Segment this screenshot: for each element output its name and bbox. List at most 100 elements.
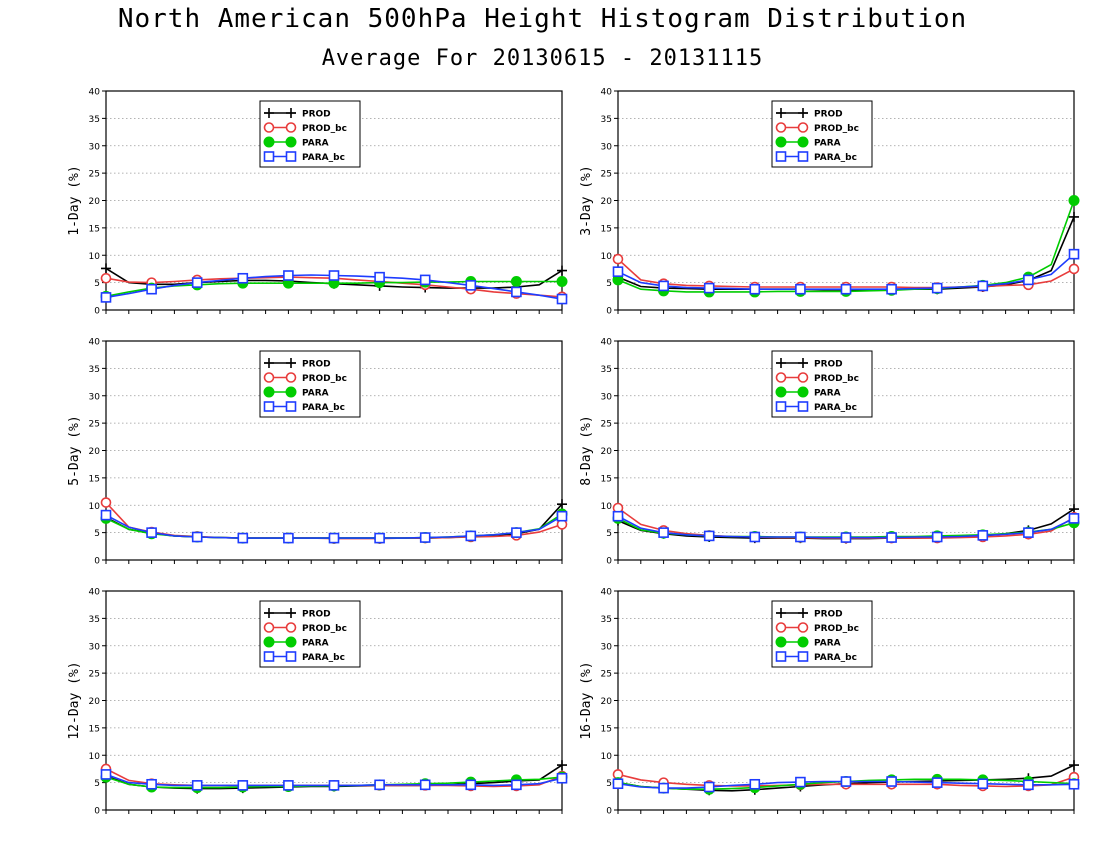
y-tick-label: 35 [89, 115, 100, 125]
data-point-para-bc [100, 509, 112, 521]
page-title: North American 500hPa Height Histogram D… [117, 4, 968, 34]
legend-marker [285, 651, 297, 662]
legend-marker [263, 386, 275, 398]
data-point-para-bc [146, 527, 157, 538]
y-tick-label: 25 [601, 170, 612, 180]
legend-marker [263, 636, 275, 648]
y-tick-label: 35 [89, 615, 100, 625]
legend-marker [263, 651, 275, 662]
chart-panel-3: 0 5 10 15 20 25 30 35 40 5-Day (%) PROD PROD_bc PARA… [67, 338, 568, 567]
y-tick-label: 30 [601, 642, 613, 652]
data-point-para-bc [511, 779, 522, 791]
data-point-para-bc [886, 776, 897, 787]
data-point-para-bc [465, 779, 477, 791]
legend-marker [797, 122, 809, 133]
data-point-para-bc [795, 776, 806, 788]
y-tick-label: 40 [601, 338, 613, 348]
legend-marker [776, 358, 786, 368]
data-point-para-bc [795, 531, 806, 543]
legend-marker [775, 136, 787, 148]
legend-marker [263, 401, 275, 412]
data-point-para-bc [795, 283, 806, 295]
y-tick-label: 0 [94, 557, 100, 567]
y-tick-label: 30 [89, 392, 101, 402]
legend-marker [286, 358, 296, 368]
data-point-para-bc [931, 282, 943, 294]
y-tick-label: 35 [601, 365, 612, 375]
legend-marker [775, 372, 787, 383]
legend-marker [285, 372, 297, 383]
data-point-para-bc [977, 778, 989, 790]
legend-marker [264, 608, 274, 618]
legend-marker [797, 401, 809, 412]
legend-label: PROD [814, 360, 843, 370]
y-tick-label: 25 [601, 420, 612, 430]
y-tick-label: 40 [601, 588, 613, 598]
y-tick-label: 15 [601, 224, 612, 234]
data-point-para-bc [1068, 513, 1080, 524]
data-point-para-bc [328, 532, 340, 544]
data-point-para-bc [237, 272, 249, 284]
legend-marker [286, 108, 296, 118]
legend-marker [775, 622, 787, 633]
legend-label: PARA [302, 139, 329, 149]
legend-label: PROD [302, 110, 331, 120]
legend-marker [286, 608, 296, 618]
legend-label: PROD_bc [814, 624, 859, 634]
legend: PROD PROD_bc PARA PARA_bc [259, 100, 361, 168]
data-point-para-bc [703, 530, 715, 542]
y-tick-label: 30 [89, 642, 101, 652]
legend-label: PROD [814, 610, 843, 620]
data-point-para-bc [658, 782, 669, 794]
y-tick-label: 15 [89, 474, 100, 484]
y-tick-label: 10 [601, 502, 613, 512]
legend-marker [798, 108, 808, 118]
y-tick-label: 25 [89, 420, 100, 430]
legend-label: PROD [302, 610, 331, 620]
legend-marker [776, 608, 786, 618]
data-point-para-bc [886, 283, 897, 295]
data-point-para-bc [328, 780, 340, 791]
legend-marker [797, 651, 809, 662]
data-point-prod [557, 760, 567, 771]
legend-marker [263, 622, 275, 633]
y-tick-label: 30 [601, 392, 613, 402]
data-point-para-bc [237, 780, 249, 791]
data-point-para-bc [146, 778, 157, 790]
data-point-para-bc [511, 527, 522, 538]
data-point-para-bc [283, 532, 294, 544]
data-point-para-bc [840, 776, 852, 787]
data-point-para [1068, 195, 1080, 206]
legend-label: PARA_bc [302, 403, 345, 413]
legend: PROD PROD_bc PARA PARA_bc [771, 100, 873, 168]
data-point-para-bc [1068, 248, 1080, 260]
data-point-para-bc [840, 283, 852, 295]
data-point-para-bc [511, 286, 522, 298]
series-line-para [617, 200, 1075, 293]
legend-label: PARA_bc [814, 153, 857, 163]
y-tick-label: 15 [89, 724, 100, 734]
data-point-prod [101, 263, 111, 274]
data-point-prod-bc [612, 253, 624, 265]
y-tick-label: 10 [601, 752, 613, 762]
y-tick-label: 0 [606, 307, 612, 317]
data-point-para-bc [465, 280, 477, 291]
legend-label: PROD_bc [814, 374, 859, 384]
y-axis-label: 8-Day (%) [579, 415, 594, 485]
legend-marker [264, 358, 274, 368]
legend-label: PARA [814, 639, 841, 649]
y-tick-label: 15 [601, 474, 612, 484]
y-tick-label: 5 [94, 529, 100, 539]
data-point-para-bc [658, 527, 669, 538]
y-tick-label: 40 [601, 88, 613, 98]
data-point-para-bc [886, 532, 897, 543]
legend-marker [798, 608, 808, 618]
chart-panel-6: 0 5 10 15 20 25 30 35 40 16-Day (%) PROD PROD_bc PAR… [579, 588, 1080, 817]
y-tick-label: 20 [601, 197, 613, 207]
legend-marker [797, 136, 809, 148]
y-tick-label: 10 [89, 252, 101, 262]
data-point-para-bc [931, 531, 943, 543]
y-tick-label: 35 [601, 615, 612, 625]
legend-marker [776, 108, 786, 118]
page-subtitle: Average For 20130615 - 20131115 [321, 46, 764, 71]
